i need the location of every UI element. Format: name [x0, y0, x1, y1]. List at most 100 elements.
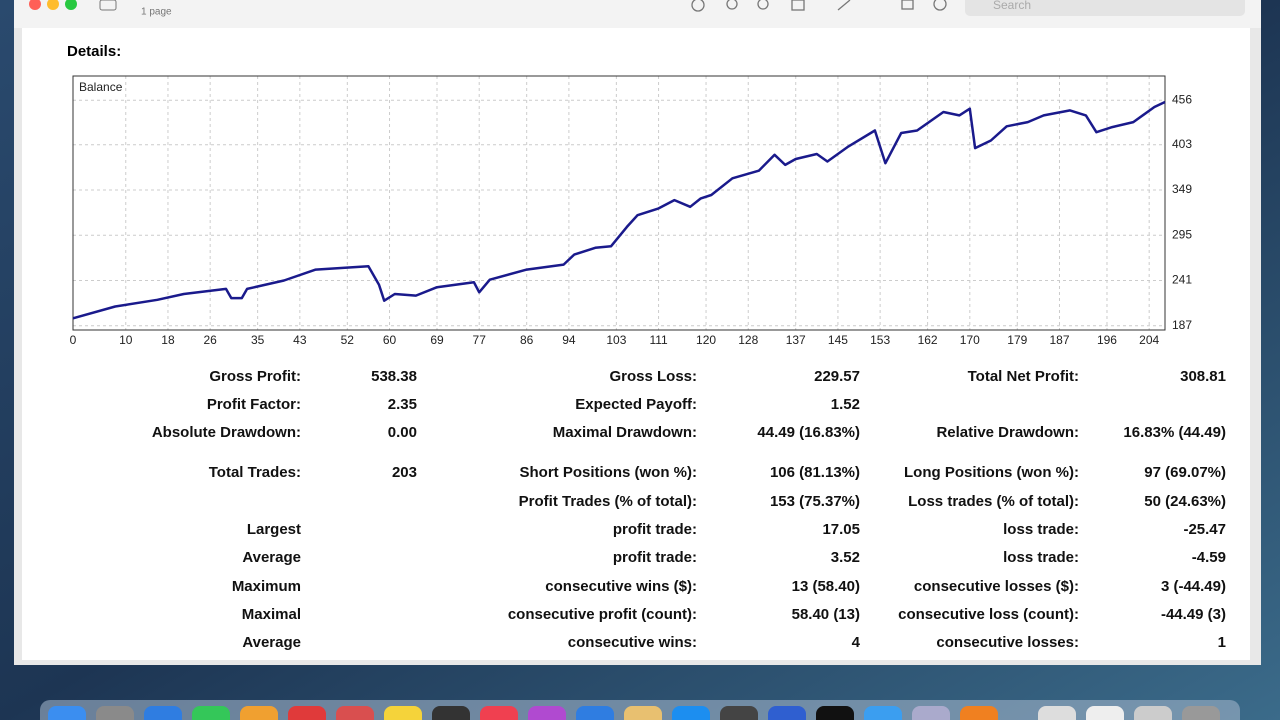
stat-value: 1 — [1218, 634, 1226, 651]
dock-icon[interactable] — [960, 706, 998, 720]
search-field[interactable] — [965, 0, 1245, 16]
stat-value: 3.52 — [831, 549, 860, 566]
stat-value: 17.05 — [822, 521, 860, 538]
stat-value: 1.52 — [831, 396, 860, 413]
balance-line — [72, 100, 1166, 320]
dock-icon[interactable] — [144, 706, 182, 720]
x-tick-label: 120 — [696, 333, 716, 347]
stat-label: Gross Loss: — [609, 368, 697, 385]
stat-value: 4 — [852, 634, 861, 651]
x-tick-label: 128 — [738, 333, 758, 347]
dock-icon[interactable] — [480, 706, 518, 720]
search-placeholder: Search — [993, 0, 1031, 12]
stat-label: consecutive profit (count): — [508, 606, 697, 623]
x-tick-label: 196 — [1097, 333, 1117, 347]
share-button[interactable] — [791, 0, 805, 11]
x-tick-label: 94 — [562, 333, 576, 347]
stat-label: loss trade: — [1003, 549, 1079, 566]
zoom-in-button[interactable] — [757, 0, 769, 10]
rotate-button[interactable] — [901, 0, 914, 10]
stat-value: -4.59 — [1192, 549, 1226, 566]
stat-label: Profit Factor: — [207, 396, 301, 413]
dock-icon[interactable] — [432, 706, 470, 720]
stat-value: 13 (58.40) — [792, 578, 860, 595]
x-tick-label: 18 — [161, 333, 175, 347]
zoom-out-button[interactable] — [726, 0, 738, 10]
stat-value: -25.47 — [1183, 521, 1226, 538]
x-tick-label: 153 — [870, 333, 890, 347]
y-tick-label: 241 — [1172, 273, 1192, 287]
stat-label: consecutive losses ($): — [914, 578, 1079, 595]
close-button[interactable] — [29, 0, 41, 10]
dock-icon[interactable] — [240, 706, 278, 720]
stat-label: Maximal — [242, 606, 301, 623]
stat-label: consecutive wins: — [568, 634, 697, 651]
x-tick-label: 26 — [203, 333, 217, 347]
dock-icon[interactable] — [720, 706, 758, 720]
dock-icon[interactable] — [1086, 706, 1124, 720]
stat-label: Average — [242, 634, 301, 651]
dock-icon[interactable] — [336, 706, 374, 720]
stat-value: 308.81 — [1180, 368, 1226, 385]
x-tick-label: 60 — [383, 333, 397, 347]
stat-value: 153 (75.37%) — [770, 493, 860, 510]
stats-table: Gross Profit: 538.38 Gross Loss: 229.57 Tota… — [152, 368, 1226, 651]
dock-icon[interactable] — [624, 706, 662, 720]
dock-icon[interactable] — [48, 706, 86, 720]
dock-icon[interactable] — [576, 706, 614, 720]
x-tick-label: 145 — [828, 333, 848, 347]
stat-label: Short Positions (won %): — [520, 464, 698, 481]
dock-icon[interactable] — [1182, 706, 1220, 720]
zoom-button[interactable] — [65, 0, 77, 10]
x-tick-label: 204 — [1139, 333, 1159, 347]
stat-value: 58.40 (13) — [792, 606, 860, 623]
x-tick-label: 187 — [1049, 333, 1069, 347]
dock-icon[interactable] — [864, 706, 902, 720]
x-tick-label: 179 — [1007, 333, 1027, 347]
dock-icon[interactable] — [192, 706, 230, 720]
stat-label: consecutive wins ($): — [545, 578, 697, 595]
info-button[interactable] — [691, 0, 705, 12]
dock-icon[interactable] — [288, 706, 326, 720]
stat-label: Gross Profit: — [209, 368, 301, 385]
dock-icon[interactable] — [1134, 706, 1172, 720]
dock-icon[interactable] — [672, 706, 710, 720]
y-tick-label: 349 — [1172, 182, 1192, 196]
y-tick-label: 403 — [1172, 137, 1192, 151]
stat-value: 16.83% (44.49) — [1123, 424, 1226, 441]
stat-label: profit trade: — [613, 549, 697, 566]
dock-icon[interactable] — [912, 706, 950, 720]
plot-frame — [72, 75, 1166, 331]
x-tick-label: 86 — [520, 333, 534, 347]
stat-label: loss trade: — [1003, 521, 1079, 538]
dock-icon[interactable] — [528, 706, 566, 720]
x-tick-label: 43 — [293, 333, 307, 347]
dock-icon[interactable] — [768, 706, 806, 720]
x-tick-label: 170 — [960, 333, 980, 347]
stat-value: 50 (24.63%) — [1144, 493, 1226, 510]
stat-label: consecutive losses: — [936, 634, 1079, 651]
annotate-button[interactable] — [933, 0, 947, 11]
dock-icon[interactable] — [96, 706, 134, 720]
minimize-button[interactable] — [47, 0, 59, 10]
dock-icon[interactable] — [816, 706, 854, 720]
x-tick-label: 77 — [473, 333, 487, 347]
stat-value: 106 (81.13%) — [770, 464, 860, 481]
sidebar-button[interactable] — [99, 0, 117, 11]
dock-icon[interactable] — [1038, 706, 1076, 720]
x-tick-label: 137 — [786, 333, 806, 347]
x-tick-label: 10 — [119, 333, 133, 347]
markup-button[interactable] — [837, 0, 851, 11]
stat-value: 2.35 — [388, 396, 417, 413]
x-tick-label: 111 — [649, 333, 668, 347]
stat-value: 97 (69.07%) — [1144, 464, 1226, 481]
stat-value: 538.38 — [371, 368, 417, 385]
x-tick-label: 52 — [341, 333, 355, 347]
series-label: Balance — [79, 80, 123, 94]
stat-label: consecutive loss (count): — [898, 606, 1079, 623]
dock-icon[interactable] — [384, 706, 422, 720]
x-tick-label: 0 — [70, 333, 77, 347]
stat-label: Loss trades (% of total): — [908, 493, 1079, 510]
stat-value: -44.49 (3) — [1161, 606, 1226, 623]
